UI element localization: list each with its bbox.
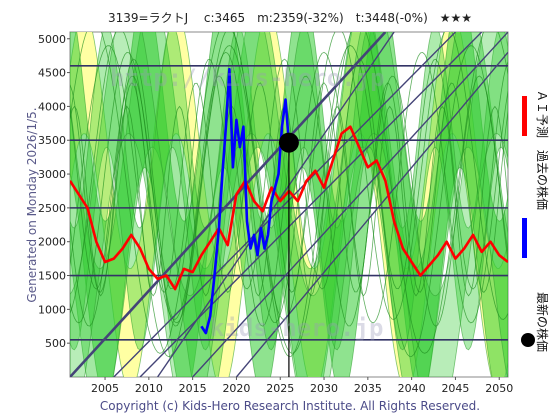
x-tick-label: 2030 (310, 382, 338, 395)
trend-lines (70, 32, 508, 377)
watermark: http://kids-hero.jp kids-hero.jp (110, 64, 385, 342)
watermark-top: http://kids-hero.jp (110, 64, 385, 92)
y-tick-label: 5000 (38, 33, 66, 46)
legend-latest-dot (521, 333, 535, 347)
y-tick-label: 500 (45, 337, 66, 350)
legend-latest-label: 最新の株価 (535, 292, 550, 352)
x-tick-label: 2045 (441, 382, 469, 395)
legend-forecast-label: ＡＩ予測 (535, 90, 549, 138)
x-tick-label: 2035 (354, 382, 382, 395)
y-tick-label: 3500 (38, 134, 66, 147)
watermark-bottom: kids-hero.jp (210, 314, 383, 342)
y-tick-label: 3000 (38, 168, 66, 181)
y-tick-label: 1500 (38, 270, 66, 283)
x-tick-label: 2050 (485, 382, 513, 395)
y-tick-label: 1000 (38, 303, 66, 316)
series-past (200, 67, 291, 335)
legend-past-swatch (522, 218, 527, 258)
x-tick-label: 2015 (179, 382, 207, 395)
x-tick-label: 2010 (135, 382, 163, 395)
y-tick-label: 4500 (38, 67, 66, 80)
generated-label: Generated on Monday 2026/1/5. (25, 107, 39, 302)
copyright: Copyright (c) Kids-Hero Research Institu… (100, 399, 480, 413)
latest-marker (278, 132, 299, 377)
trend-line-1 (113, 32, 456, 377)
trend-line-0 (70, 32, 387, 377)
trend-line-3 (192, 32, 508, 377)
y-axis: 500 1000 1500 2000 2500 3000 3500 4000 4500 5000 (38, 33, 70, 350)
legend-forecast-swatch (522, 96, 527, 136)
legend-past-label: 過去の株価 (535, 150, 550, 210)
trend-line-4 (235, 51, 508, 377)
legend: ＡＩ予測 過去の株価 最新の株価 (521, 90, 550, 352)
envelope-line-2 (70, 58, 508, 290)
y-tick-label: 2500 (38, 202, 66, 215)
y-tick-label: 2000 (38, 236, 66, 249)
x-tick-label: 2025 (266, 382, 294, 395)
x-tick-label: 2005 (91, 382, 119, 395)
latest-point (278, 132, 299, 153)
chart-title: 3139=ラクトJ c:3465 m:2359(-32%) t:3448(-0%… (108, 11, 472, 25)
x-axis: 2005 2010 2015 2020 2025 2030 2035 2040 2045 2050 (91, 377, 513, 395)
y-tick-label: 4000 (38, 100, 66, 113)
x-tick-label: 2020 (222, 382, 250, 395)
x-tick-label: 2040 (398, 382, 426, 395)
trend-line-5 (157, 32, 395, 377)
